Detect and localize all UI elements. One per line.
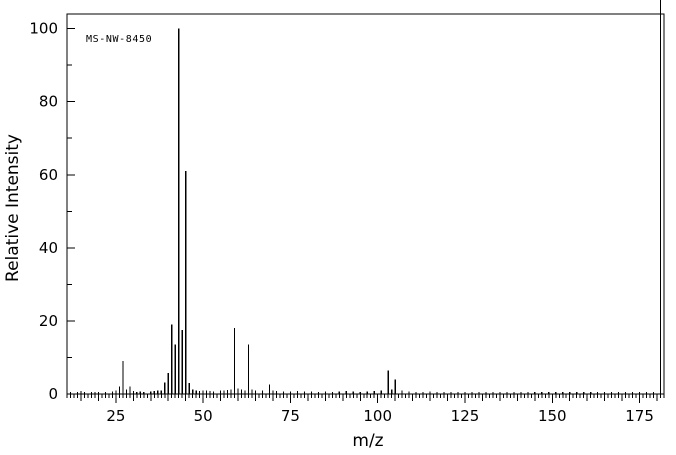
x-tick-label: 125 <box>451 407 480 425</box>
x-axis: 25 50 75 100 125 150 175 <box>66 394 665 425</box>
y-tick-label: 100 <box>29 20 58 38</box>
sample-id-annotation: MS-NW-8450 <box>86 34 152 45</box>
y-axis-title: Relative Intensity <box>3 134 23 282</box>
y-axis: 0 20 40 60 80 100 <box>29 20 75 403</box>
y-tick-label: 40 <box>39 239 58 257</box>
x-tick-label: 50 <box>194 407 213 425</box>
plot-frame <box>66 13 665 395</box>
y-tick-label: 20 <box>39 312 58 330</box>
y-tick-label: 0 <box>48 385 58 403</box>
peak-series <box>69 0 662 394</box>
x-tick-label: 75 <box>281 407 300 425</box>
x-tick-label: 25 <box>106 407 125 425</box>
x-axis-title: m/z <box>352 431 383 451</box>
y-tick-label: 80 <box>39 93 58 111</box>
x-tick-label: 175 <box>625 407 654 425</box>
y-tick-label: 60 <box>39 166 58 184</box>
x-tick-label: 100 <box>363 407 392 425</box>
x-tick-label: 150 <box>538 407 567 425</box>
